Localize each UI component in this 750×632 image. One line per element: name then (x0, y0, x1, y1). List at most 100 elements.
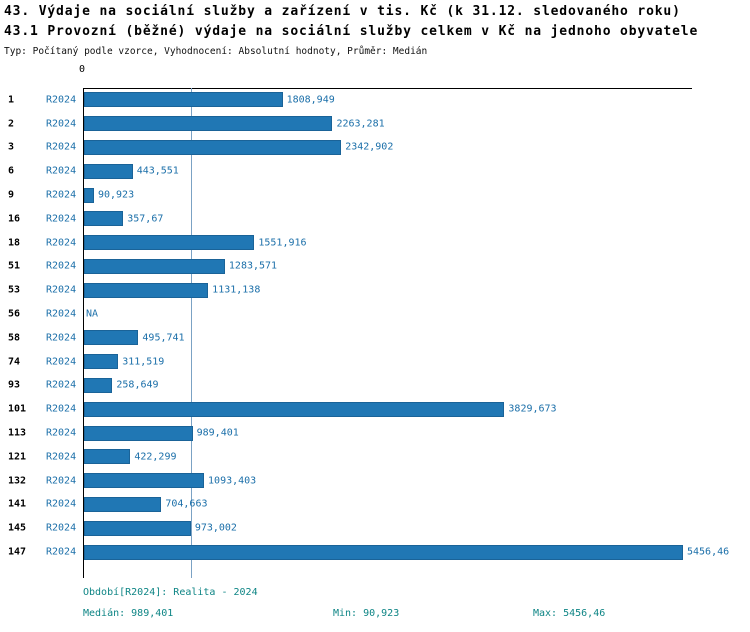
row-id-label: 145 (8, 522, 27, 534)
row-id-label: 93 (8, 379, 21, 391)
bar-value-label: 704,663 (165, 498, 208, 510)
value-bar (84, 282, 209, 298)
bar-value-label: 3829,673 (508, 403, 557, 415)
median-gridline (191, 88, 192, 578)
value-bar (84, 520, 191, 536)
value-bar (84, 544, 683, 560)
chart-row: 53 R2024 1131,138 (0, 278, 750, 302)
chart-row: 16 R2024 357,67 (0, 207, 750, 231)
chart-row: 141 R2024 704,663 (0, 493, 750, 517)
row-period-label: R2024 (46, 403, 77, 415)
row-period-label: R2024 (46, 451, 77, 463)
row-id-label: 1 (8, 94, 15, 106)
value-bar (84, 425, 193, 441)
chart-subtitle: 43.1 Provozní (běžné) výdaje na sociální… (4, 24, 699, 39)
value-bar (84, 496, 162, 512)
row-period-label: R2024 (46, 546, 77, 558)
row-period-label: R2024 (46, 498, 77, 510)
value-bar (84, 116, 333, 132)
bar-value-label: 1808,949 (286, 94, 335, 106)
row-id-label: 51 (8, 260, 21, 272)
footer-period-label: Období[R2024]: Realita - 2024 (83, 587, 258, 598)
row-period-label: R2024 (46, 356, 77, 368)
bar-value-label: 1283,571 (228, 260, 278, 272)
row-period-label: R2024 (46, 237, 77, 249)
chart-row: 113 R2024 989,401 (0, 421, 750, 445)
bar-value-label: 311,519 (122, 356, 165, 368)
value-bar (84, 354, 119, 370)
row-period-label: R2024 (46, 284, 77, 296)
row-id-label: 147 (8, 546, 27, 558)
value-bar (84, 211, 124, 227)
bar-value-label: 1131,138 (212, 284, 261, 296)
chart-row: 93 R2024 258,649 (0, 374, 750, 398)
footer-median-label: Medián: 989,401 (83, 608, 174, 619)
chart-row: 51 R2024 1283,571 (0, 255, 750, 279)
bar-value-label: 495,741 (142, 332, 185, 344)
row-period-label: R2024 (46, 94, 77, 106)
chart-meta: Typ: Počítaný podle vzorce, Vyhodnocení:… (4, 46, 428, 57)
bar-value-label: NA (86, 308, 99, 320)
row-period-label: R2024 (46, 189, 77, 201)
row-period-label: R2024 (46, 118, 77, 130)
bar-value-label: 443,551 (136, 165, 179, 177)
chart-row: 132 R2024 1093,403 (0, 469, 750, 493)
chart-row: 56 R2024 NA (0, 302, 750, 326)
value-bar (84, 330, 139, 346)
x-axis-line (83, 88, 692, 89)
chart-title: 43. Výdaje na sociální služby a zařízení… (4, 4, 681, 19)
row-id-label: 101 (8, 403, 27, 415)
row-period-label: R2024 (46, 141, 77, 153)
bar-value-label: 422,299 (134, 451, 177, 463)
row-period-label: R2024 (46, 332, 77, 344)
row-id-label: 132 (8, 475, 27, 487)
value-bar (84, 235, 255, 251)
row-period-label: R2024 (46, 260, 77, 272)
chart-row: 9 R2024 90,923 (0, 183, 750, 207)
row-period-label: R2024 (46, 522, 77, 534)
chart-row: 3 R2024 2342,902 (0, 136, 750, 160)
bar-value-label: 1551,916 (258, 237, 307, 249)
row-id-label: 121 (8, 451, 27, 463)
bar-value-label: 2263,281 (336, 118, 385, 130)
row-period-label: R2024 (46, 379, 77, 391)
value-bar (84, 449, 131, 465)
row-id-label: 9 (8, 189, 15, 201)
chart-row: 6 R2024 443,551 (0, 159, 750, 183)
y-axis-line (83, 88, 84, 578)
x-axis-origin-label: 0 (79, 64, 86, 75)
bar-value-label: 2342,902 (345, 141, 394, 153)
chart-row: 58 R2024 495,741 (0, 326, 750, 350)
row-id-label: 58 (8, 332, 21, 344)
bar-value-label: 1093,403 (208, 475, 257, 487)
row-id-label: 56 (8, 308, 21, 320)
row-period-label: R2024 (46, 427, 77, 439)
value-bar (84, 187, 94, 203)
row-id-label: 6 (8, 165, 15, 177)
row-id-label: 74 (8, 356, 21, 368)
row-id-label: 18 (8, 237, 21, 249)
bar-chart-rows: 1 R2024 1808,949 2 R2024 2263,281 3 R2024 2342,9… (0, 88, 750, 568)
row-period-label: R2024 (46, 165, 77, 177)
chart-row: 1 R2024 1808,949 (0, 88, 750, 112)
bar-value-label: 5456,46 (687, 546, 730, 558)
value-bar (84, 163, 133, 179)
value-bar (84, 139, 342, 155)
value-bar (84, 401, 505, 417)
chart-row: 74 R2024 311,519 (0, 350, 750, 374)
chart-row: 2 R2024 2263,281 (0, 112, 750, 136)
footer-min-label: Min: 90,923 (333, 608, 400, 619)
row-id-label: 3 (8, 141, 15, 153)
value-bar (84, 377, 113, 393)
row-id-label: 113 (8, 427, 27, 439)
bar-value-label: 973,002 (194, 522, 237, 534)
value-bar (84, 473, 205, 489)
row-id-label: 141 (8, 498, 27, 510)
row-id-label: 53 (8, 284, 21, 296)
row-period-label: R2024 (46, 475, 77, 487)
row-id-label: 2 (8, 118, 15, 130)
bar-value-label: 258,649 (116, 379, 159, 391)
bar-value-label: 989,401 (196, 427, 239, 439)
value-bar (84, 258, 225, 274)
chart-row: 101 R2024 3829,673 (0, 397, 750, 421)
